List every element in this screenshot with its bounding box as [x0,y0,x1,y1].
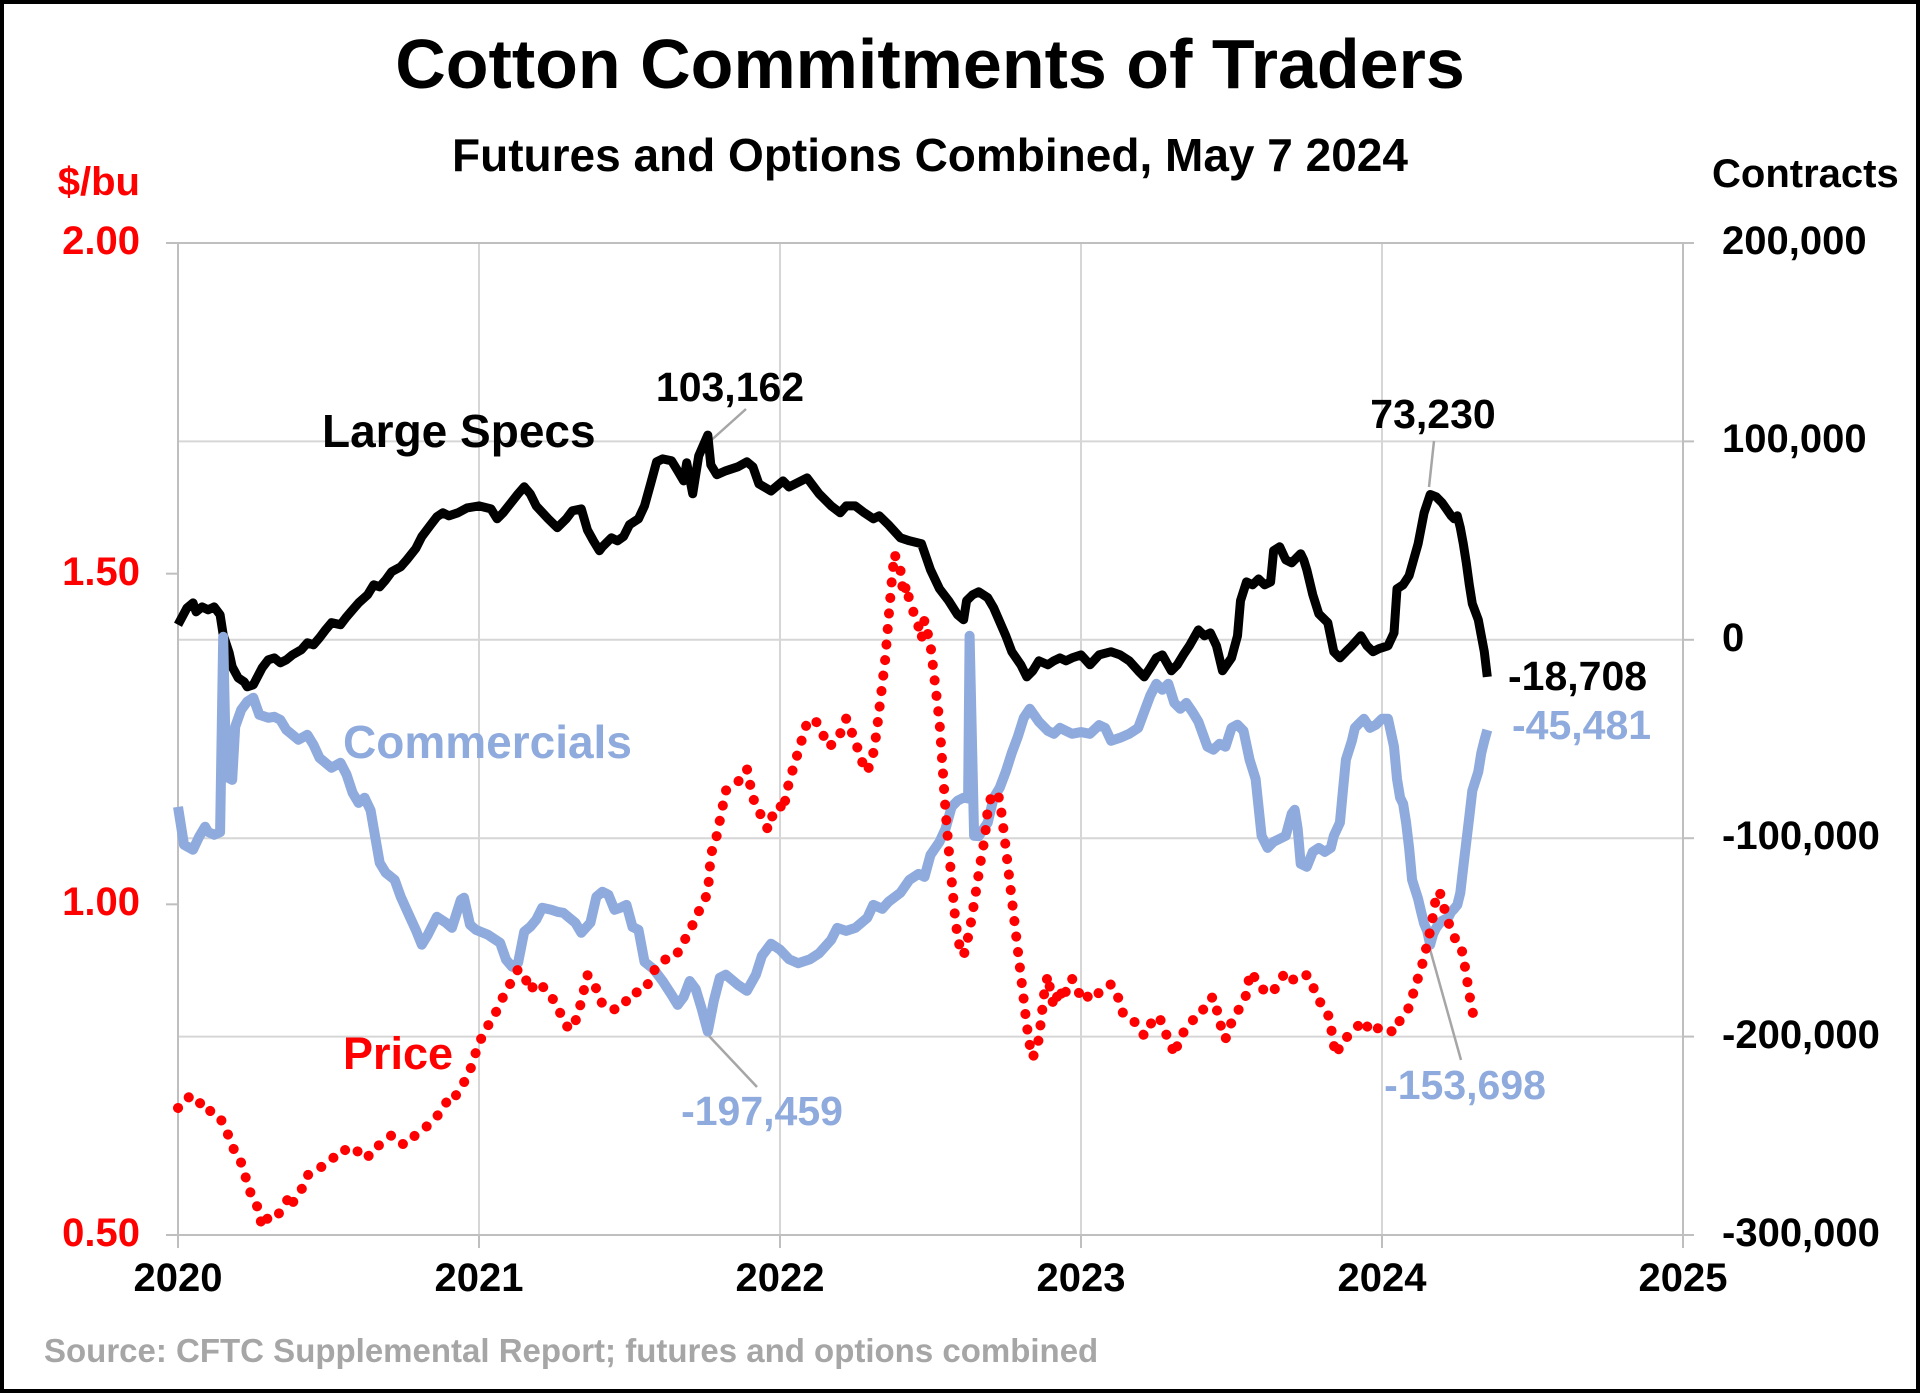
right-tick-100,000: 100,000 [1722,417,1867,462]
series-label-large-specs: Large Specs [322,405,596,457]
large-specs-line [174,430,1492,692]
series-label-commercials: Commercials [343,716,632,768]
x-tick-2021: 2021 [434,1256,524,1300]
right-tick-0: 0 [1722,615,1745,660]
price-dotted-line [173,552,1481,1240]
x-tick-2022: 2022 [735,1256,825,1300]
left-tick-2.00: 2.00 [62,219,140,263]
series-label-price: Price [343,1028,454,1079]
right-tick--200,000: -200,000 [1722,1012,1880,1057]
x-tick-2025: 2025 [1638,1256,1728,1300]
annotation-2024-trough: -153,698 [1384,1062,1546,1108]
source-note: Source: CFTC Supplemental Report; future… [44,1332,1099,1369]
right-tick-200,000: 200,000 [1722,219,1867,263]
x-tick-2023: 2023 [1036,1256,1126,1300]
left-tick-1.50: 1.50 [62,549,140,594]
x-tick-2024: 2024 [1337,1256,1427,1300]
right-tick--100,000: -100,000 [1722,814,1880,859]
right-axis-unit-label: Contracts [1712,152,1899,196]
left-axis-unit-label: $/bu [57,160,140,204]
annotation-commercials-last: -45,481 [1512,702,1652,748]
chart-subtitle: Futures and Options Combined, May 7 2024 [452,129,1408,181]
left-tick-1.00: 1.00 [62,880,140,925]
chart-title: Cotton Commitments of Traders [395,25,1465,103]
x-tick-2020: 2020 [133,1256,223,1300]
annotation-2024-peak: 73,230 [1370,391,1496,437]
commercials-line [173,630,1493,1037]
right-tick--300,000: -300,000 [1722,1211,1880,1255]
annotation-2021-trough: -197,459 [681,1088,843,1134]
annotation-2021-peak: 103,162 [655,364,805,410]
annotation-large-specs-last: -18,708 [1508,653,1648,699]
left-tick-0.50: 0.50 [62,1211,140,1255]
